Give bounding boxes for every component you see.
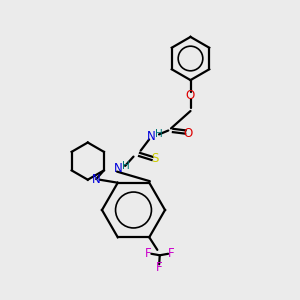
- Text: F: F: [156, 261, 163, 274]
- Text: F: F: [145, 247, 152, 260]
- Text: N: N: [114, 161, 123, 175]
- Text: H: H: [122, 161, 130, 171]
- Text: S: S: [152, 152, 159, 166]
- Text: F: F: [168, 247, 175, 260]
- Text: N: N: [92, 172, 100, 186]
- Text: O: O: [186, 89, 195, 102]
- Text: H: H: [155, 129, 163, 140]
- Text: N: N: [147, 130, 156, 143]
- Text: O: O: [184, 127, 193, 140]
